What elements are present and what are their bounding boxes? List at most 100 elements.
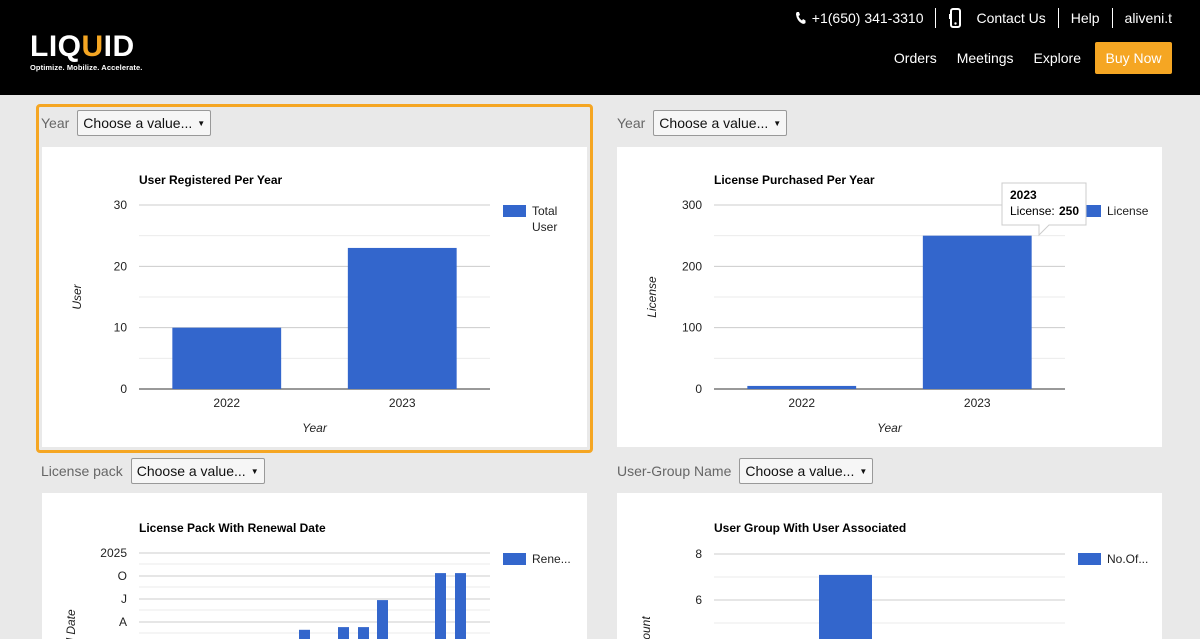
- y-tick-label: 0: [120, 382, 127, 396]
- help-label: Help: [1070, 10, 1100, 26]
- caret-down-icon: ▼: [859, 466, 868, 476]
- divider: [935, 8, 937, 28]
- bar-2023: [347, 247, 457, 389]
- logo-wordmark: LIQUID: [30, 30, 135, 63]
- chart-card-users: User Registered Per Year 0 10 20 30 2022 2023 Y…: [42, 147, 587, 447]
- x-tick-label: 2022: [213, 396, 240, 410]
- chart-card-user-group: User Group With User Associated 8 6 ount No.…: [617, 493, 1162, 639]
- legend-swatch: [503, 205, 526, 217]
- license-pack-filter: License pack Choose a value... ▼: [41, 458, 265, 484]
- phone-icon: [795, 12, 806, 24]
- tooltip: 2023 License: 250: [1001, 182, 1087, 237]
- username: aliveni.t: [1124, 10, 1172, 26]
- tooltip-label: License:: [1010, 204, 1055, 218]
- x-tick-label: 2022: [788, 396, 815, 410]
- user-group-select[interactable]: Choose a value... ▼: [739, 458, 874, 484]
- y-tick-label: 2025: [100, 546, 127, 560]
- bar-2022: [172, 327, 282, 389]
- liquid-logo[interactable]: LIQUID Optimize. Mobilize. Accelerate.: [30, 30, 143, 73]
- phone-number: +1(650) 341-3310: [811, 10, 924, 26]
- tooltip-title: 2023: [1010, 188, 1037, 202]
- bar: [299, 629, 310, 639]
- caret-down-icon: ▼: [773, 118, 782, 128]
- chart-card-license: License Purchased Per Year 0 100 200 300 2022…: [617, 147, 1162, 447]
- bar: [455, 573, 466, 639]
- caret-down-icon: ▼: [197, 118, 206, 128]
- license-per-year-chart: License Purchased Per Year 0 100 200 300 2022…: [645, 173, 1149, 435]
- legend-label: Rene...: [532, 552, 571, 566]
- bar-2023: [922, 235, 1032, 389]
- main-nav: Orders Meetings Explore Buy Now: [874, 42, 1172, 74]
- year-filter-2: Year Choose a value... ▼: [617, 110, 788, 136]
- legend-swatch: [503, 553, 526, 565]
- user-group-filter: User-Group Name Choose a value... ▼: [617, 458, 874, 484]
- divider: [1057, 8, 1059, 28]
- y-tick-label: 10: [114, 321, 128, 335]
- mobile-phone-icon: [949, 8, 962, 28]
- top-header: LIQUID Optimize. Mobilize. Accelerate. +…: [0, 0, 1200, 95]
- utility-bar: +1(650) 341-3310 Contact Us Help aliveni…: [783, 8, 1172, 28]
- y-tick-label: 100: [682, 321, 702, 335]
- nav-explore[interactable]: Explore: [1033, 50, 1081, 66]
- x-tick-label: 2023: [389, 396, 416, 410]
- user-menu[interactable]: aliveni.t: [1113, 8, 1172, 28]
- x-axis-title: Year: [877, 421, 903, 435]
- y-tick-label: J: [121, 592, 127, 606]
- year-filter-1: Year Choose a value... ▼: [41, 110, 212, 136]
- chart-title: User Registered Per Year: [139, 173, 283, 187]
- y-tick-label: 30: [114, 198, 128, 212]
- legend-label: License: [1107, 204, 1149, 218]
- divider: [1111, 8, 1113, 28]
- tooltip-value: 250: [1059, 204, 1079, 218]
- legend-label: Total: [532, 204, 557, 218]
- bar: [338, 627, 349, 639]
- legend-label: User: [532, 220, 557, 234]
- legend-swatch: [1078, 553, 1101, 565]
- nav-meetings[interactable]: Meetings: [956, 50, 1014, 66]
- caret-down-icon: ▼: [250, 466, 259, 476]
- y-tick-label: 0: [695, 382, 702, 396]
- x-tick-label: 2023: [964, 396, 991, 410]
- y-tick-label: 200: [682, 259, 702, 273]
- select-value: Choose a value...: [83, 115, 193, 131]
- select-value: Choose a value...: [136, 463, 246, 479]
- y-tick-label: 8: [695, 547, 702, 561]
- chart-title: License Purchased Per Year: [714, 173, 875, 187]
- y-tick-label: A: [119, 615, 127, 629]
- tooltip-box: [1001, 182, 1087, 237]
- y-tick-label: O: [118, 569, 127, 583]
- y-tick-label: 20: [114, 259, 128, 273]
- y-axis-title: ount: [639, 616, 653, 639]
- filter-label: Year: [41, 115, 70, 131]
- legend-label: No.Of...: [1107, 552, 1148, 566]
- bar: [358, 627, 369, 639]
- user-group-chart: User Group With User Associated 8 6 ount No.…: [639, 521, 1148, 639]
- help-link[interactable]: Help: [1059, 8, 1112, 28]
- users-per-year-chart: User Registered Per Year 0 10 20 30 2022 2023 Y…: [70, 173, 557, 435]
- bar-2022: [747, 385, 857, 389]
- x-axis-title: Year: [302, 421, 328, 435]
- filter-label: License pack: [41, 463, 123, 479]
- select-value: Choose a value...: [745, 463, 855, 479]
- bar: [377, 600, 388, 639]
- year-select-1[interactable]: Choose a value... ▼: [77, 110, 212, 136]
- buy-now-button[interactable]: Buy Now: [1095, 42, 1172, 74]
- contact-us-link[interactable]: Contact Us: [936, 8, 1057, 28]
- contact-us-label: Contact Us: [976, 10, 1046, 26]
- y-axis-title: User: [70, 283, 84, 309]
- license-pack-select[interactable]: Choose a value... ▼: [130, 458, 265, 484]
- selected-panel-highlight: [36, 104, 593, 453]
- bar: [819, 574, 872, 639]
- phone-link[interactable]: +1(650) 341-3310: [783, 8, 936, 28]
- year-select-2[interactable]: Choose a value... ▼: [653, 110, 788, 136]
- filter-label: User-Group Name: [617, 463, 732, 479]
- y-tick-label: 300: [682, 198, 702, 212]
- nav-orders[interactable]: Orders: [893, 50, 937, 66]
- logo-tagline: Optimize. Mobilize. Accelerate.: [30, 63, 143, 72]
- y-tick-label: 6: [695, 593, 702, 607]
- y-axis-title: l Date: [64, 609, 78, 639]
- chart-title: User Group With User Associated: [714, 521, 906, 535]
- chart-title: License Pack With Renewal Date: [139, 521, 326, 535]
